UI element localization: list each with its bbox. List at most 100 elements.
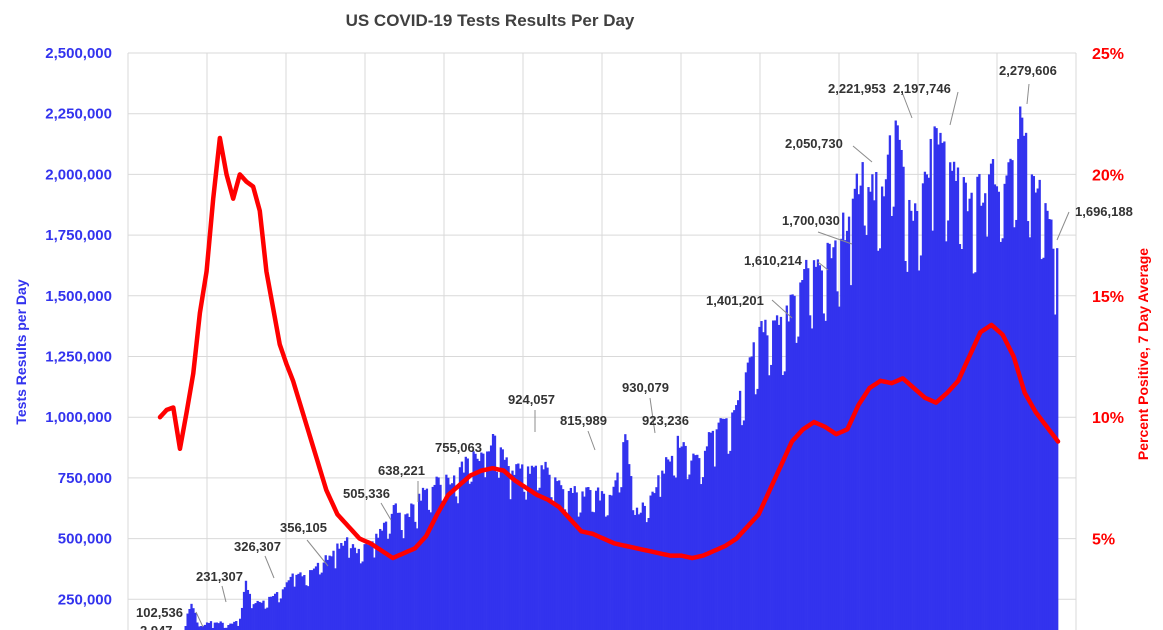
bar bbox=[252, 604, 255, 630]
bar bbox=[787, 321, 790, 630]
bar bbox=[552, 501, 555, 630]
bar bbox=[274, 593, 277, 630]
bar bbox=[454, 496, 458, 630]
bar bbox=[943, 141, 946, 630]
bar bbox=[766, 335, 769, 630]
bar bbox=[287, 580, 290, 630]
bar bbox=[830, 258, 833, 630]
bar bbox=[898, 139, 901, 630]
y2-tick-label: 25% bbox=[1092, 46, 1124, 63]
bar bbox=[266, 607, 269, 630]
bar bbox=[1048, 219, 1051, 630]
bar bbox=[791, 294, 794, 630]
bar bbox=[528, 473, 532, 630]
bar bbox=[585, 487, 588, 630]
annotation-label: 930,079 bbox=[622, 380, 669, 395]
bar bbox=[491, 434, 495, 630]
bar bbox=[894, 120, 897, 630]
bar bbox=[275, 592, 279, 630]
bar bbox=[844, 240, 847, 630]
bar bbox=[740, 425, 744, 630]
bar bbox=[1054, 314, 1057, 630]
annotation-label: 505,336 bbox=[343, 486, 390, 501]
bar bbox=[836, 291, 839, 630]
bar bbox=[530, 465, 534, 630]
annotation-label: 326,307 bbox=[234, 539, 281, 554]
bar bbox=[692, 453, 695, 630]
bar bbox=[571, 492, 574, 630]
bar bbox=[939, 132, 942, 630]
bar bbox=[997, 191, 1000, 630]
bar bbox=[221, 622, 224, 630]
bar bbox=[596, 487, 600, 630]
annotations: 2,947 102,536 231,307 326,307 356,105 505,336… bbox=[136, 63, 1133, 630]
bar bbox=[982, 202, 985, 630]
bar bbox=[188, 608, 191, 630]
y-tick-label: 500,000 bbox=[58, 531, 112, 548]
bar bbox=[297, 573, 300, 630]
bar bbox=[476, 458, 479, 630]
bar bbox=[902, 166, 905, 630]
bar bbox=[986, 236, 989, 630]
annotation-leader bbox=[1026, 83, 1030, 105]
annotation-leader bbox=[306, 539, 329, 567]
bar bbox=[223, 627, 226, 630]
bar bbox=[194, 612, 197, 630]
bar bbox=[460, 461, 464, 630]
bar bbox=[396, 512, 399, 630]
annotation-leader bbox=[587, 430, 596, 451]
bar bbox=[408, 516, 411, 630]
bar bbox=[980, 205, 983, 630]
bar bbox=[951, 170, 954, 630]
bar bbox=[947, 220, 950, 630]
bar bbox=[248, 593, 252, 630]
bar bbox=[711, 430, 715, 630]
bar bbox=[272, 595, 275, 630]
annotation-label: 2,050,730 bbox=[785, 136, 843, 151]
bar bbox=[427, 509, 430, 630]
bar bbox=[452, 475, 456, 630]
bar bbox=[390, 513, 394, 630]
bar bbox=[281, 589, 285, 630]
bar bbox=[561, 489, 565, 630]
bar bbox=[735, 405, 738, 630]
bar bbox=[548, 474, 551, 630]
bar bbox=[912, 220, 915, 630]
y-axis-right: 5% 10% 15% 20% 25% bbox=[1092, 46, 1124, 549]
bar bbox=[365, 543, 368, 630]
bar bbox=[919, 255, 923, 630]
bar bbox=[270, 596, 273, 630]
bar bbox=[589, 490, 592, 630]
bar bbox=[880, 186, 884, 630]
bar bbox=[694, 455, 697, 630]
bar bbox=[832, 247, 835, 630]
bar bbox=[643, 505, 646, 630]
bar bbox=[342, 545, 345, 630]
bar bbox=[910, 210, 913, 630]
bar bbox=[486, 451, 489, 630]
bar bbox=[558, 480, 561, 630]
bar bbox=[733, 410, 736, 630]
bar bbox=[598, 500, 602, 630]
bar bbox=[591, 511, 594, 630]
bar bbox=[351, 544, 355, 630]
bar bbox=[217, 623, 220, 630]
bar bbox=[818, 265, 822, 630]
bar bbox=[1050, 219, 1053, 630]
bar bbox=[579, 512, 582, 630]
bar bbox=[705, 446, 709, 630]
bar bbox=[244, 580, 248, 630]
bar bbox=[945, 241, 948, 630]
bar bbox=[1005, 175, 1008, 630]
bar bbox=[647, 518, 650, 630]
bar bbox=[764, 319, 767, 630]
bar bbox=[869, 191, 872, 630]
bar bbox=[443, 501, 446, 630]
bar bbox=[1046, 210, 1049, 630]
bar bbox=[382, 522, 386, 630]
bar bbox=[326, 559, 329, 630]
bar bbox=[797, 336, 800, 630]
bar bbox=[799, 282, 802, 630]
bar bbox=[810, 328, 814, 630]
bar bbox=[207, 623, 211, 630]
